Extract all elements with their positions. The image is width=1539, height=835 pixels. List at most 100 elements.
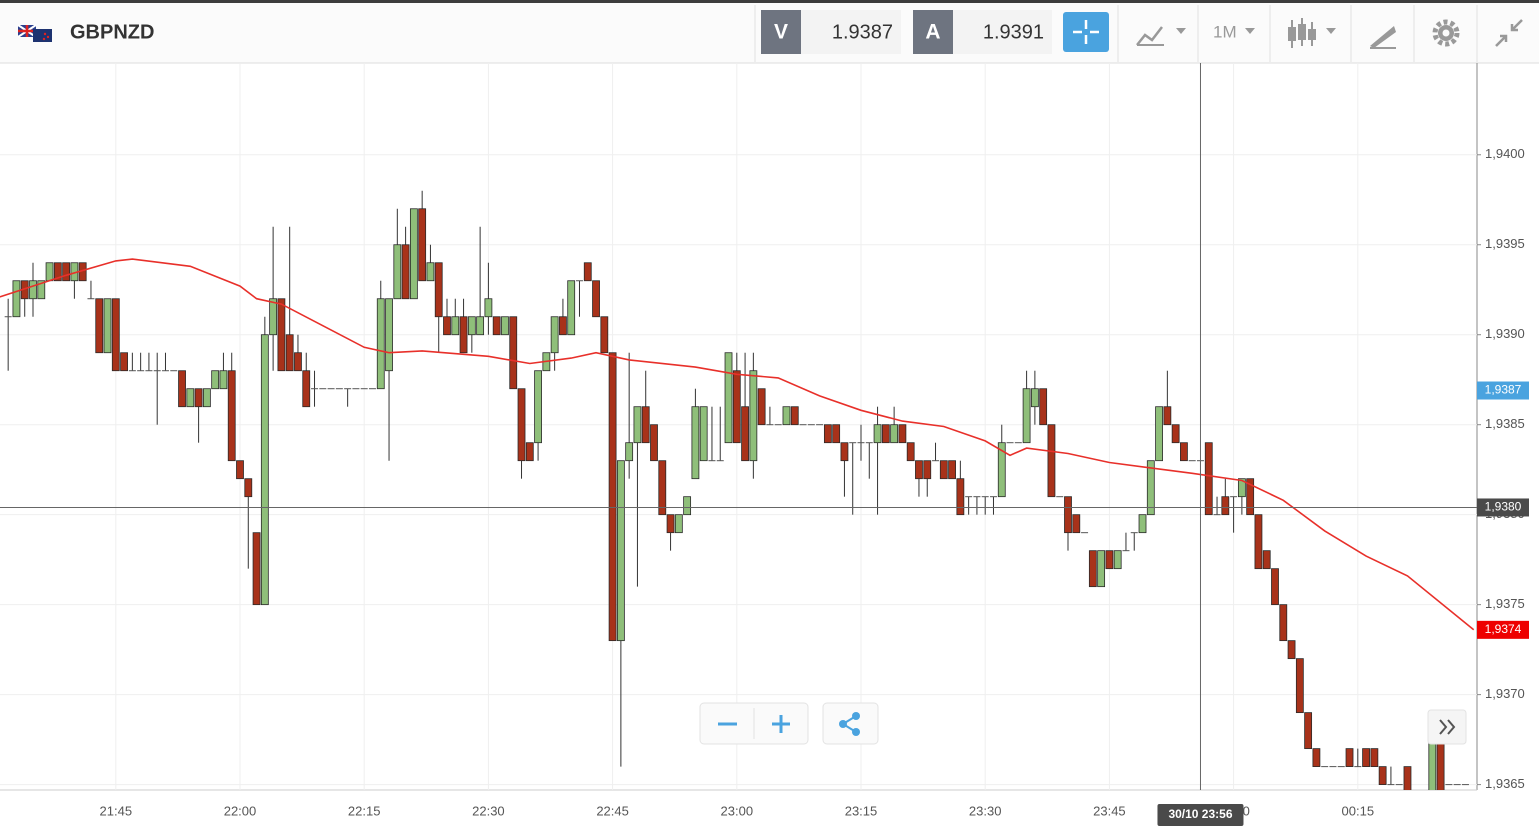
collapse[interactable] — [1495, 19, 1523, 47]
candle-body — [1213, 514, 1221, 516]
candle-body — [137, 370, 145, 372]
candle-body — [906, 442, 915, 462]
crosshair-price-box — [1477, 498, 1529, 517]
y-tick-label: 1,9390 — [1485, 326, 1525, 341]
candle-body — [600, 316, 609, 354]
candle-body — [989, 496, 997, 498]
candle-body — [294, 352, 302, 372]
scroll-icon[interactable] — [1439, 719, 1456, 735]
candle-body — [476, 316, 485, 336]
candle-body — [807, 424, 815, 426]
sell-label-box[interactable] — [761, 10, 801, 54]
sell-button[interactable]: V 1.9387 — [761, 10, 901, 54]
candle-body — [409, 208, 418, 300]
candle-body — [1337, 766, 1345, 768]
candle-body — [1445, 784, 1453, 786]
buy-label[interactable]: A — [925, 21, 940, 44]
candle-body — [840, 442, 849, 462]
sell-label[interactable]: V — [774, 21, 788, 44]
x-tick-label: 23:15 — [845, 803, 878, 818]
candle-body — [981, 496, 989, 498]
timeframe[interactable]: 1M — [1213, 22, 1237, 41]
candle-body — [368, 388, 376, 390]
candle-body — [1105, 550, 1114, 570]
top-border — [0, 0, 1539, 3]
candle-body — [459, 316, 468, 354]
candle-body — [62, 262, 71, 282]
candle-body — [1056, 496, 1064, 498]
candle-body — [965, 496, 973, 498]
candle-body — [948, 460, 956, 480]
price-tag — [1477, 620, 1529, 639]
candle-body — [1022, 388, 1031, 444]
candle-body — [128, 370, 136, 372]
candle-body — [87, 298, 95, 300]
candle-body — [484, 298, 493, 318]
buy-price-box[interactable] — [953, 10, 1052, 54]
timeframe-menu[interactable]: 1M — [1213, 22, 1255, 41]
candle-body — [749, 370, 758, 462]
candle-body — [1378, 766, 1387, 786]
candle-body — [509, 316, 518, 390]
candle-body — [1262, 550, 1271, 570]
candle-body — [145, 370, 153, 372]
candle-body — [559, 316, 567, 336]
x-tick-label: 23:45 — [1093, 803, 1126, 818]
candle-body — [1006, 442, 1014, 444]
candle-body — [973, 496, 981, 498]
candle-body — [277, 298, 286, 372]
crosshair-time-box — [1157, 804, 1244, 826]
sell-price[interactable]: 1.9387 — [832, 21, 893, 43]
candle-body — [832, 424, 841, 444]
buy-label-box[interactable] — [913, 10, 953, 54]
candle-body — [1064, 496, 1072, 534]
candle-body — [1370, 748, 1379, 768]
candle-body — [741, 406, 749, 462]
candle-body — [616, 460, 625, 642]
candle-body — [434, 262, 443, 318]
candle-body — [823, 424, 832, 444]
candle-body — [95, 298, 104, 354]
drawing-tools[interactable] — [1370, 26, 1396, 49]
crosshair-toggle[interactable] — [1063, 12, 1109, 52]
chart-type-menu[interactable] — [1136, 26, 1186, 46]
candle-body — [939, 460, 948, 480]
candle-body — [1461, 784, 1469, 786]
candle-body — [29, 280, 37, 300]
candle-body — [997, 442, 1006, 498]
candle-body — [211, 370, 220, 390]
buy-button[interactable]: A 1.9391 — [913, 10, 1052, 54]
x-tick-label: 22:30 — [472, 803, 505, 818]
candle-body — [567, 280, 576, 336]
candle-body — [1403, 766, 1412, 790]
candle-body — [915, 460, 923, 480]
zoom-in[interactable] — [772, 715, 790, 733]
crosshair-price: 1,9380 — [1485, 500, 1522, 514]
candle-body — [534, 370, 542, 444]
candle-body — [774, 424, 782, 426]
y-tick-label: 1,9375 — [1485, 596, 1525, 611]
moving-average — [0, 258, 1475, 631]
candle-body — [103, 298, 112, 354]
candle-body — [53, 262, 62, 282]
candle-body — [335, 388, 343, 390]
candle-style-menu[interactable] — [1288, 18, 1336, 48]
candle-body — [401, 244, 410, 300]
settings[interactable] — [1432, 19, 1460, 47]
x-tick-label: 22:45 — [596, 803, 629, 818]
candle-body — [170, 370, 178, 372]
candle-body — [849, 442, 857, 444]
price-tag-label: 1,9374 — [1485, 622, 1522, 636]
candle-body — [178, 370, 186, 408]
sell-price-box[interactable] — [801, 10, 901, 54]
candle-body — [202, 388, 211, 408]
grid — [0, 63, 1477, 790]
share-button[interactable] — [822, 702, 879, 745]
buy-price[interactable]: 1.9391 — [983, 21, 1044, 43]
candle-body — [426, 262, 435, 282]
candle-body — [302, 370, 311, 408]
candle-body — [1312, 748, 1321, 768]
candle-body — [319, 388, 327, 390]
symbol: GBPNZD — [70, 21, 154, 43]
share-icon[interactable] — [839, 712, 860, 736]
